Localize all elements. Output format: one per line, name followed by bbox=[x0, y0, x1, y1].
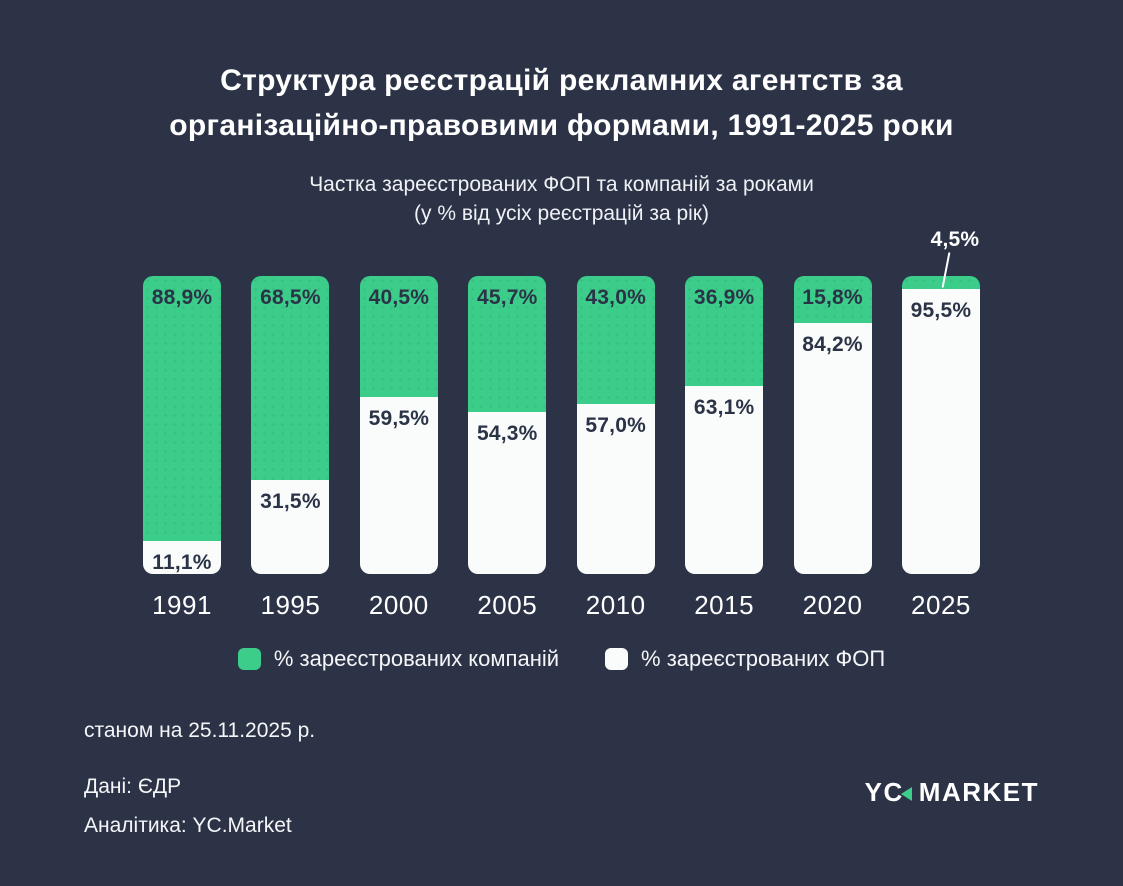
fop-segment bbox=[251, 480, 330, 574]
bar-shape bbox=[685, 276, 764, 574]
companies-value-label: 68,5% bbox=[260, 286, 321, 309]
yc-market-logo: YC MARKET bbox=[865, 777, 1039, 808]
as-of-date: станом на 25.11.2025 р. bbox=[84, 719, 316, 742]
bar-shape bbox=[251, 276, 330, 574]
fop-segment bbox=[901, 289, 980, 574]
companies-segment bbox=[143, 276, 221, 541]
companies-legend-label: % зареєстрованих компаній bbox=[273, 646, 560, 671]
bar-2015: 36,9% 63,1% 2015 bbox=[685, 276, 764, 620]
logo-market-text: MARKET bbox=[918, 777, 1039, 807]
fop-segment bbox=[793, 323, 872, 574]
legend: % зареєстрованих компаній % зареєстрован… bbox=[0, 646, 1123, 672]
fop-value-label: 31,5% bbox=[260, 490, 321, 513]
companies-segment bbox=[468, 276, 547, 413]
year-label: 1991 bbox=[152, 590, 212, 620]
companies-segment bbox=[576, 276, 655, 405]
fop-segment bbox=[143, 540, 221, 574]
legend-item-companies: % зареєстрованих компаній bbox=[237, 646, 560, 672]
bar-shape bbox=[793, 276, 872, 574]
logo-triangle-icon bbox=[900, 786, 912, 801]
year-label: 2010 bbox=[585, 590, 646, 620]
fop-value-label: 84,2% bbox=[802, 333, 863, 356]
fop-swatch-icon bbox=[605, 648, 629, 670]
fop-value-label: 54,3% bbox=[476, 422, 538, 445]
stacked-bar-chart: 88,9% 11,1% 1991 68,5% 31,5% 1995 40,5% 59,5% 20… bbox=[143, 228, 980, 620]
companies-segment bbox=[359, 276, 438, 397]
bar-shape bbox=[576, 276, 655, 574]
chart-subtitle: Частка зареєстрованих ФОП та компаній за… bbox=[309, 173, 814, 225]
bar-shape bbox=[901, 276, 980, 574]
year-label: 1995 bbox=[260, 590, 321, 620]
fop-value-label: 95,5% bbox=[910, 299, 972, 322]
bar-2025: 4,5% 95,5% 2025 bbox=[901, 228, 980, 620]
companies-value-label: 15,8% bbox=[802, 286, 863, 309]
bar-shape bbox=[468, 276, 547, 574]
data-source: Дані: ЄДР bbox=[84, 775, 182, 798]
companies-swatch-icon bbox=[237, 648, 261, 670]
fop-segment bbox=[468, 412, 547, 574]
bar-1991: 88,9% 11,1% 1991 bbox=[143, 276, 221, 620]
fop-segment bbox=[359, 396, 438, 574]
bar-shape bbox=[359, 276, 438, 574]
year-label: 2000 bbox=[368, 590, 429, 620]
fop-value-label: 57,0% bbox=[585, 414, 646, 437]
bar-shape bbox=[143, 276, 221, 574]
companies-segment bbox=[685, 276, 764, 386]
companies-value-callout: 4,5% bbox=[930, 228, 980, 251]
bar-2020: 15,8% 84,2% 2020 bbox=[793, 276, 872, 620]
fop-segment bbox=[685, 385, 764, 574]
logo-yc-text: YC bbox=[864, 777, 904, 807]
companies-value-label: 40,5% bbox=[368, 286, 430, 309]
fop-value-label: 11,1% bbox=[152, 551, 212, 574]
bar-2000: 40,5% 59,5% 2000 bbox=[359, 276, 438, 620]
companies-value-label: 88,9% bbox=[151, 286, 213, 309]
companies-segment bbox=[793, 276, 872, 324]
fop-value-label: 59,5% bbox=[368, 407, 430, 430]
fop-value-label: 63,1% bbox=[693, 396, 755, 419]
footer-meta: станом на 25.11.2025 р. Дані: ЄДР Аналіт… bbox=[84, 719, 315, 845]
companies-segment bbox=[901, 276, 980, 290]
bar-2010: 43,0% 57,0% 2010 bbox=[576, 276, 655, 620]
year-label: 2015 bbox=[694, 590, 755, 620]
companies-value-label: 45,7% bbox=[476, 286, 538, 309]
fop-legend-label: % зареєстрованих ФОП bbox=[641, 646, 886, 671]
chart-title: Структура реєстрацій рекламних агентств … bbox=[169, 64, 954, 142]
year-label: 2020 bbox=[802, 590, 863, 620]
companies-value-label: 36,9% bbox=[693, 286, 755, 309]
companies-segment bbox=[251, 276, 330, 481]
bar-2005: 45,7% 54,3% 2005 bbox=[468, 276, 547, 620]
year-label: 2025 bbox=[911, 590, 971, 620]
analytics-credit: Аналітика: YC.Market bbox=[84, 814, 292, 837]
fop-segment bbox=[576, 404, 655, 574]
bar-1995: 68,5% 31,5% 1995 bbox=[251, 276, 330, 620]
year-label: 2005 bbox=[477, 590, 538, 620]
bars-row: 88,9% 11,1% 1991 68,5% 31,5% 1995 40,5% 59,5% 20… bbox=[143, 228, 980, 620]
companies-value-label: 43,0% bbox=[585, 286, 646, 309]
legend-item-fop: % зареєстрованих ФОП bbox=[605, 646, 885, 672]
